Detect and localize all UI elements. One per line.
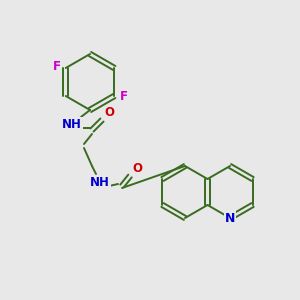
Text: F: F [120, 89, 128, 103]
Text: NH: NH [62, 118, 82, 130]
Text: O: O [104, 106, 114, 119]
Text: O: O [132, 163, 142, 176]
Text: NH: NH [90, 176, 110, 188]
Text: F: F [53, 59, 61, 73]
Text: N: N [225, 212, 235, 224]
